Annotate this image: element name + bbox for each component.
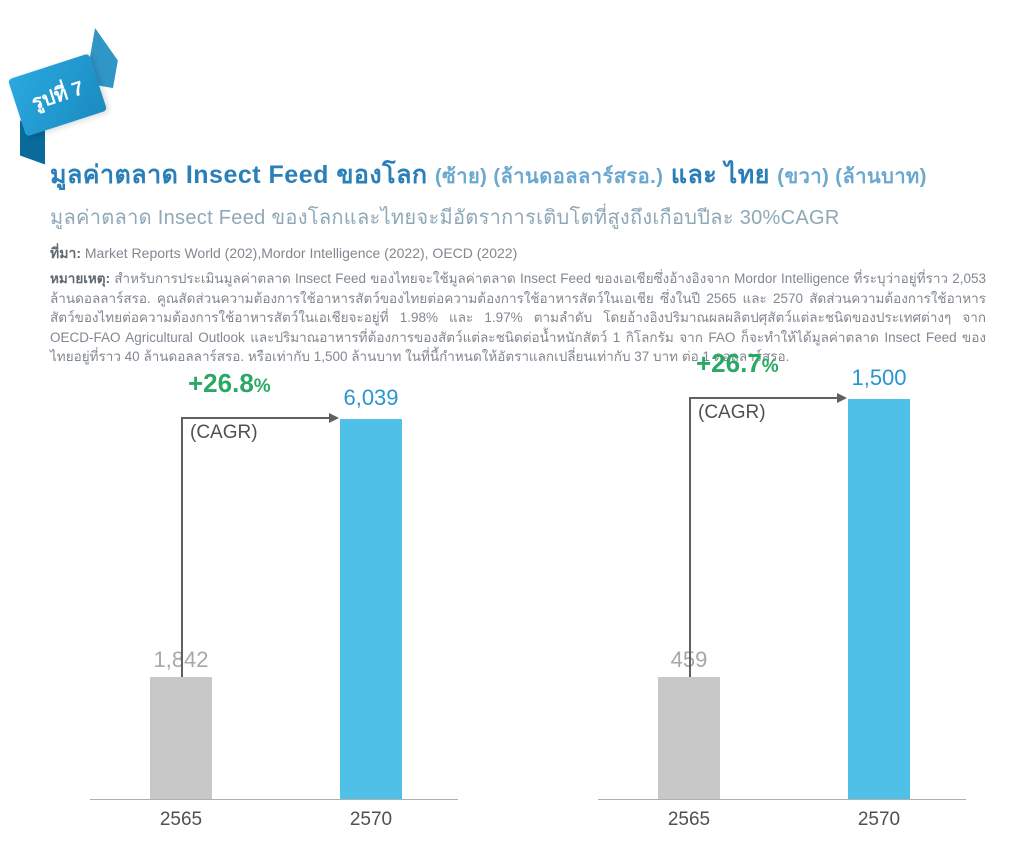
source-line: ที่มา: Market Reports World (202),Mordor… [50,243,986,265]
title-main-left: มูลค่าตลาด Insect Feed ของโลก [50,161,428,189]
cagr-world-pct: % [254,376,271,397]
arrow-head-icon [837,393,847,403]
bar-thai-2565-year: 2565 [658,809,720,831]
chart-world-plot: 1,842 2565 6,039 2570 +26.8% (CAGR) [90,400,458,800]
title-left-unit: (ซ้าย) (ล้านดอลลาร์สรอ.) [435,166,663,188]
chart-title: มูลค่าตลาด Insect Feed ของโลก (ซ้าย) (ล้… [50,155,986,195]
chart-thai: 459 2565 1,500 2570 +26.7% (CAGR) [558,370,986,840]
cagr-thai-value: +26.7% [696,348,779,379]
title-right-unit: (ขวา) (ล้านบาท) [777,166,927,188]
bar-thai-2570-year: 2570 [848,809,910,831]
cagr-world-label: (CAGR) [190,422,258,444]
arrow-head-icon [329,413,339,423]
header-block: มูลค่าตลาด Insect Feed ของโลก (ซ้าย) (ล้… [50,155,986,367]
bar-world-2570: 6,039 2570 [340,419,402,799]
bar-world-2565: 1,842 2565 [150,677,212,799]
note-paragraph: หมายเหตุ: สำหรับการประเมินมูลค่าตลาด Ins… [50,269,986,367]
arrow-vert [689,399,691,677]
bar-world-2570-value: 6,039 [340,385,402,411]
bar-thai-2565: 459 2565 [658,677,720,799]
chart-thai-plot: 459 2565 1,500 2570 +26.7% (CAGR) [598,400,966,800]
charts-row: 1,842 2565 6,039 2570 +26.8% (CAGR) 459 [50,370,986,840]
cagr-thai-pct: % [762,356,779,377]
note-text: สำหรับการประเมินมูลค่าตลาด Insect Feed ข… [50,271,986,364]
arrow-horiz [181,417,329,419]
source-label: ที่มา: [50,245,81,261]
bar-thai-2570-value: 1,500 [848,365,910,391]
cagr-world-num: +26.8 [188,368,254,398]
chart-world: 1,842 2565 6,039 2570 +26.8% (CAGR) [50,370,478,840]
arrow-horiz [689,397,837,399]
bar-thai-2570: 1,500 2570 [848,399,910,799]
note-label: หมายเหตุ: [50,271,110,286]
ribbon-body-shape: รูปที่ 7 [8,53,107,136]
source-text: Market Reports World (202),Mordor Intell… [85,245,517,261]
title-main-right: และ ไทย [671,161,770,189]
bar-world-2565-year: 2565 [150,809,212,831]
arrow-vert [181,419,183,677]
cagr-thai-num: +26.7 [696,348,762,378]
bar-world-2570-year: 2570 [340,809,402,831]
cagr-thai-label: (CAGR) [698,402,766,424]
chart-subtitle: มูลค่าตลาด Insect Feed ของโลกและไทยจะมีอ… [50,201,986,233]
figure-ribbon: รูปที่ 7 [15,30,135,170]
cagr-world-value: +26.8% [188,368,271,399]
ribbon-label: รูปที่ 7 [27,72,88,119]
